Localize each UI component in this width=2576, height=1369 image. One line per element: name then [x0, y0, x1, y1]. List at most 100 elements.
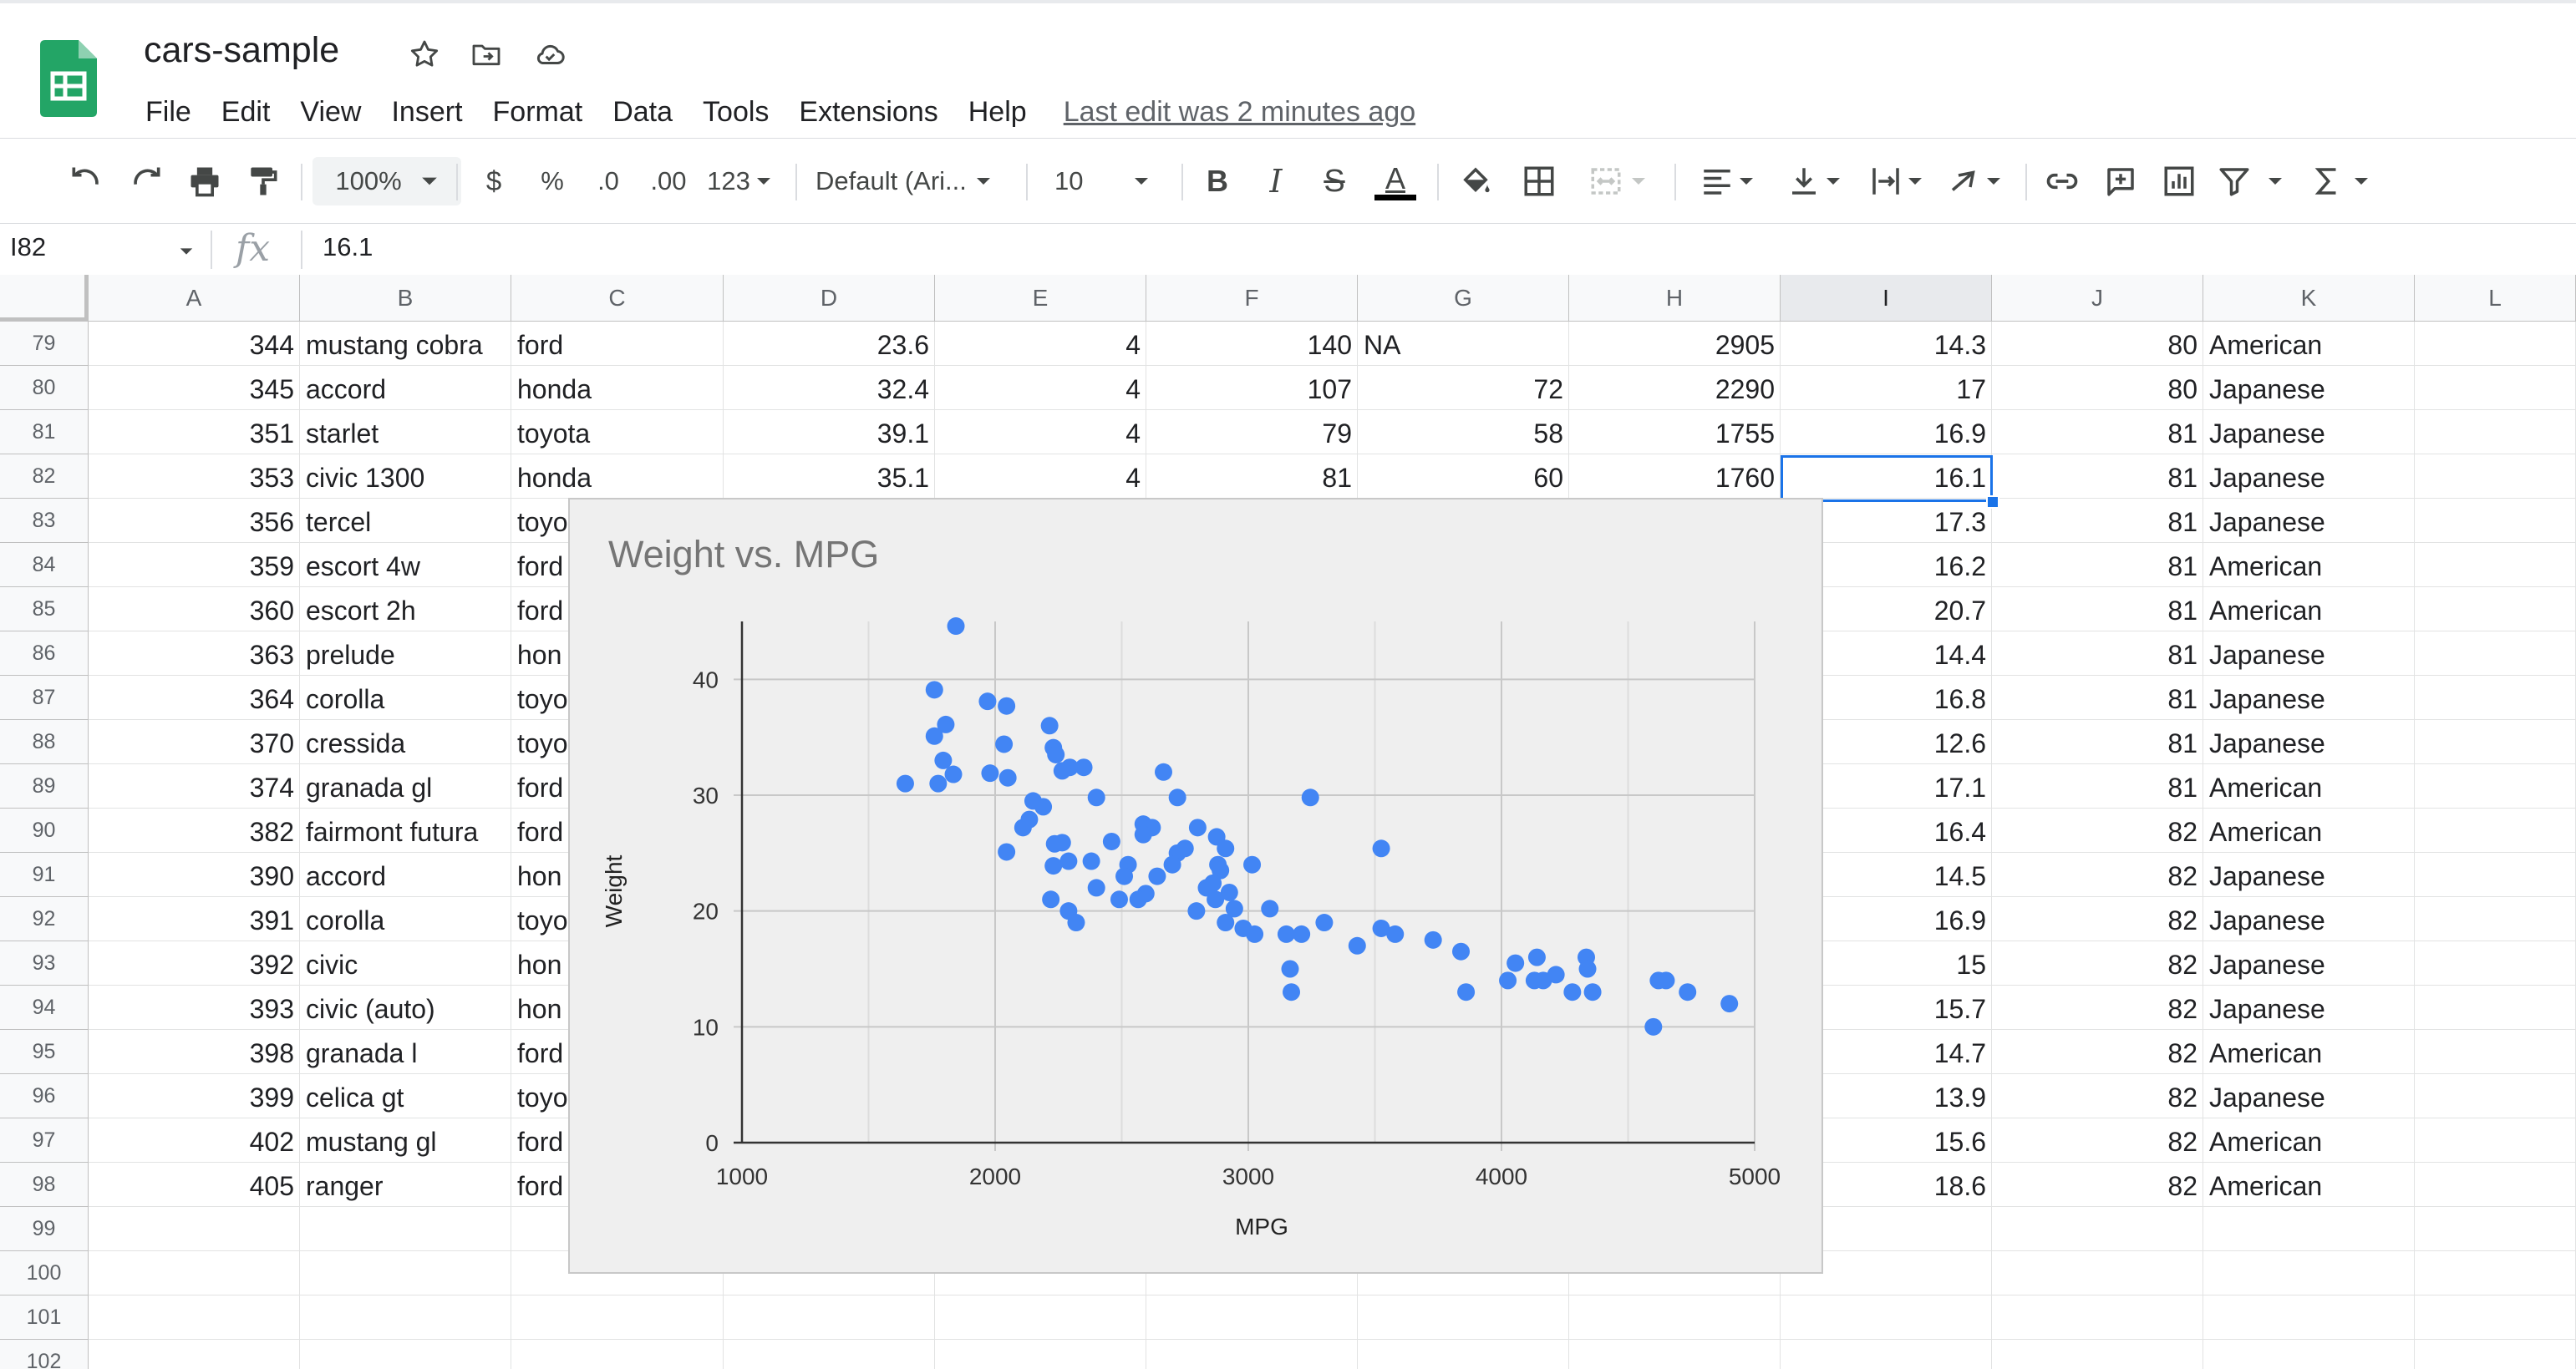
cell-i98[interactable]: 18.6 [1933, 1171, 1986, 1201]
cell-k84[interactable]: American [2209, 551, 2323, 581]
cell-a86[interactable]: 363 [249, 640, 294, 670]
cell-b92[interactable]: corolla [306, 905, 385, 935]
cell-e80[interactable]: 4 [1125, 374, 1141, 404]
cell-a98[interactable]: 405 [249, 1171, 294, 1201]
cell-k97[interactable]: American [2209, 1127, 2323, 1157]
cell-g81[interactable]: 58 [1533, 418, 1563, 449]
row-header-89[interactable]: 89 [0, 764, 89, 809]
cell-a85[interactable]: 360 [249, 596, 294, 626]
cell-k85[interactable]: American [2209, 596, 2323, 626]
cell-k80[interactable]: Japanese [2209, 374, 2325, 404]
cell-e82[interactable]: 4 [1125, 463, 1141, 493]
menu-view[interactable]: View [300, 96, 362, 128]
cell-h82[interactable]: 1760 [1715, 463, 1775, 493]
cell-e81[interactable]: 4 [1125, 418, 1141, 449]
cell-k98[interactable]: American [2209, 1171, 2323, 1201]
cell-d80[interactable]: 32.4 [876, 374, 929, 404]
cell-i95[interactable]: 14.7 [1933, 1038, 1986, 1068]
cell-j82[interactable]: 81 [2167, 463, 2197, 493]
cell-i97[interactable]: 15.6 [1933, 1127, 1986, 1157]
cell-j96[interactable]: 82 [2167, 1083, 2197, 1113]
cell-b88[interactable]: cressida [306, 728, 406, 758]
cell-c89[interactable]: ford [517, 773, 564, 803]
cell-k88[interactable]: Japanese [2209, 728, 2325, 758]
formula-input[interactable]: 16.1 [323, 232, 373, 261]
cell-a80[interactable]: 345 [249, 374, 294, 404]
cell-a97[interactable]: 402 [249, 1127, 294, 1157]
cell-i86[interactable]: 14.4 [1933, 640, 1986, 670]
cell-k91[interactable]: Japanese [2209, 861, 2325, 891]
cell-a94[interactable]: 393 [249, 994, 294, 1024]
cell-i92[interactable]: 16.9 [1933, 905, 1986, 935]
functions-icon[interactable] [2306, 157, 2373, 205]
cell-k95[interactable]: American [2209, 1038, 2323, 1068]
cell-a87[interactable]: 364 [249, 684, 294, 714]
row-header-82[interactable]: 82 [0, 454, 89, 499]
cell-i81[interactable]: 16.9 [1933, 418, 1986, 449]
cell-b97[interactable]: mustang gl [306, 1127, 437, 1157]
decrease-decimals-button[interactable]: .0 [597, 166, 619, 195]
italic-button[interactable]: I [1269, 163, 1283, 200]
cell-b83[interactable]: tercel [306, 507, 372, 537]
menu-edit[interactable]: Edit [221, 96, 271, 128]
cell-j79[interactable]: 80 [2167, 330, 2197, 360]
cell-k92[interactable]: Japanese [2209, 905, 2325, 935]
name-box-dropdown-icon[interactable] [179, 244, 194, 259]
cell-j97[interactable]: 82 [2167, 1127, 2197, 1157]
horizontal-align-icon[interactable] [1691, 157, 1763, 205]
star-icon[interactable] [405, 35, 444, 74]
filter-icon[interactable] [2214, 157, 2286, 205]
cell-b94[interactable]: civic (auto) [306, 994, 435, 1024]
cell-j87[interactable]: 81 [2167, 684, 2197, 714]
chart-title[interactable]: Weight vs. MPG [608, 533, 879, 575]
cell-k79[interactable]: American [2209, 330, 2323, 360]
cell-c79[interactable]: ford [517, 330, 564, 360]
row-header-93[interactable]: 93 [0, 941, 89, 986]
cloud-saved-icon[interactable] [531, 35, 569, 74]
cell-c94[interactable]: hon [517, 994, 562, 1024]
borders-icon[interactable] [1516, 157, 1562, 205]
row-header-83[interactable]: 83 [0, 499, 89, 543]
cell-h80[interactable]: 2290 [1715, 374, 1775, 404]
menu-help[interactable]: Help [968, 96, 1027, 128]
column-header-l[interactable]: L [2415, 275, 2576, 322]
cell-d79[interactable]: 23.6 [876, 330, 929, 360]
merge-cells-icon[interactable] [1576, 157, 1659, 205]
cell-b89[interactable]: granada gl [306, 773, 433, 803]
cell-b80[interactable]: accord [306, 374, 387, 404]
cell-d81[interactable]: 39.1 [876, 418, 929, 449]
cell-i89[interactable]: 17.1 [1933, 773, 1986, 803]
cell-j83[interactable]: 81 [2167, 507, 2197, 537]
text-color-button[interactable]: A [1370, 157, 1420, 205]
select-all-corner[interactable] [0, 275, 89, 322]
cell-c87[interactable]: toyo [517, 684, 568, 714]
cell-i87[interactable]: 16.8 [1933, 684, 1986, 714]
cell-i82[interactable]: 16.1 [1933, 463, 1986, 493]
cell-i79[interactable]: 14.3 [1933, 330, 1986, 360]
cell-k89[interactable]: American [2209, 773, 2323, 803]
cell-a79[interactable]: 344 [249, 330, 294, 360]
cell-j90[interactable]: 82 [2167, 817, 2197, 847]
cell-b79[interactable]: mustang cobra [306, 330, 483, 360]
last-edit-link[interactable]: Last edit was 2 minutes ago [1063, 95, 1416, 128]
column-header-b[interactable]: B [300, 275, 511, 322]
cell-j95[interactable]: 82 [2167, 1038, 2197, 1068]
cell-k86[interactable]: Japanese [2209, 640, 2325, 670]
cell-i83[interactable]: 17.3 [1933, 507, 1986, 537]
row-header-100[interactable]: 100 [0, 1251, 89, 1295]
column-header-f[interactable]: F [1146, 275, 1358, 322]
column-header-k[interactable]: K [2203, 275, 2415, 322]
increase-decimals-button[interactable]: .00 [650, 166, 687, 195]
scatter-chart[interactable]: Weight vs. MPG 1000 2000 3000 4000 5000 0 10 20… [568, 498, 1823, 1274]
cell-a89[interactable]: 374 [249, 773, 294, 803]
row-header-86[interactable]: 86 [0, 631, 89, 676]
sheets-logo-icon[interactable] [40, 40, 97, 117]
fill-handle[interactable] [1986, 495, 1999, 509]
row-header-84[interactable]: 84 [0, 543, 89, 587]
column-header-e[interactable]: E [935, 275, 1146, 322]
menu-data[interactable]: Data [612, 96, 673, 128]
cell-b90[interactable]: fairmont futura [306, 817, 479, 847]
strikethrough-button[interactable]: S [1324, 163, 1345, 199]
cell-c92[interactable]: toyo [517, 905, 568, 935]
cell-j89[interactable]: 81 [2167, 773, 2197, 803]
